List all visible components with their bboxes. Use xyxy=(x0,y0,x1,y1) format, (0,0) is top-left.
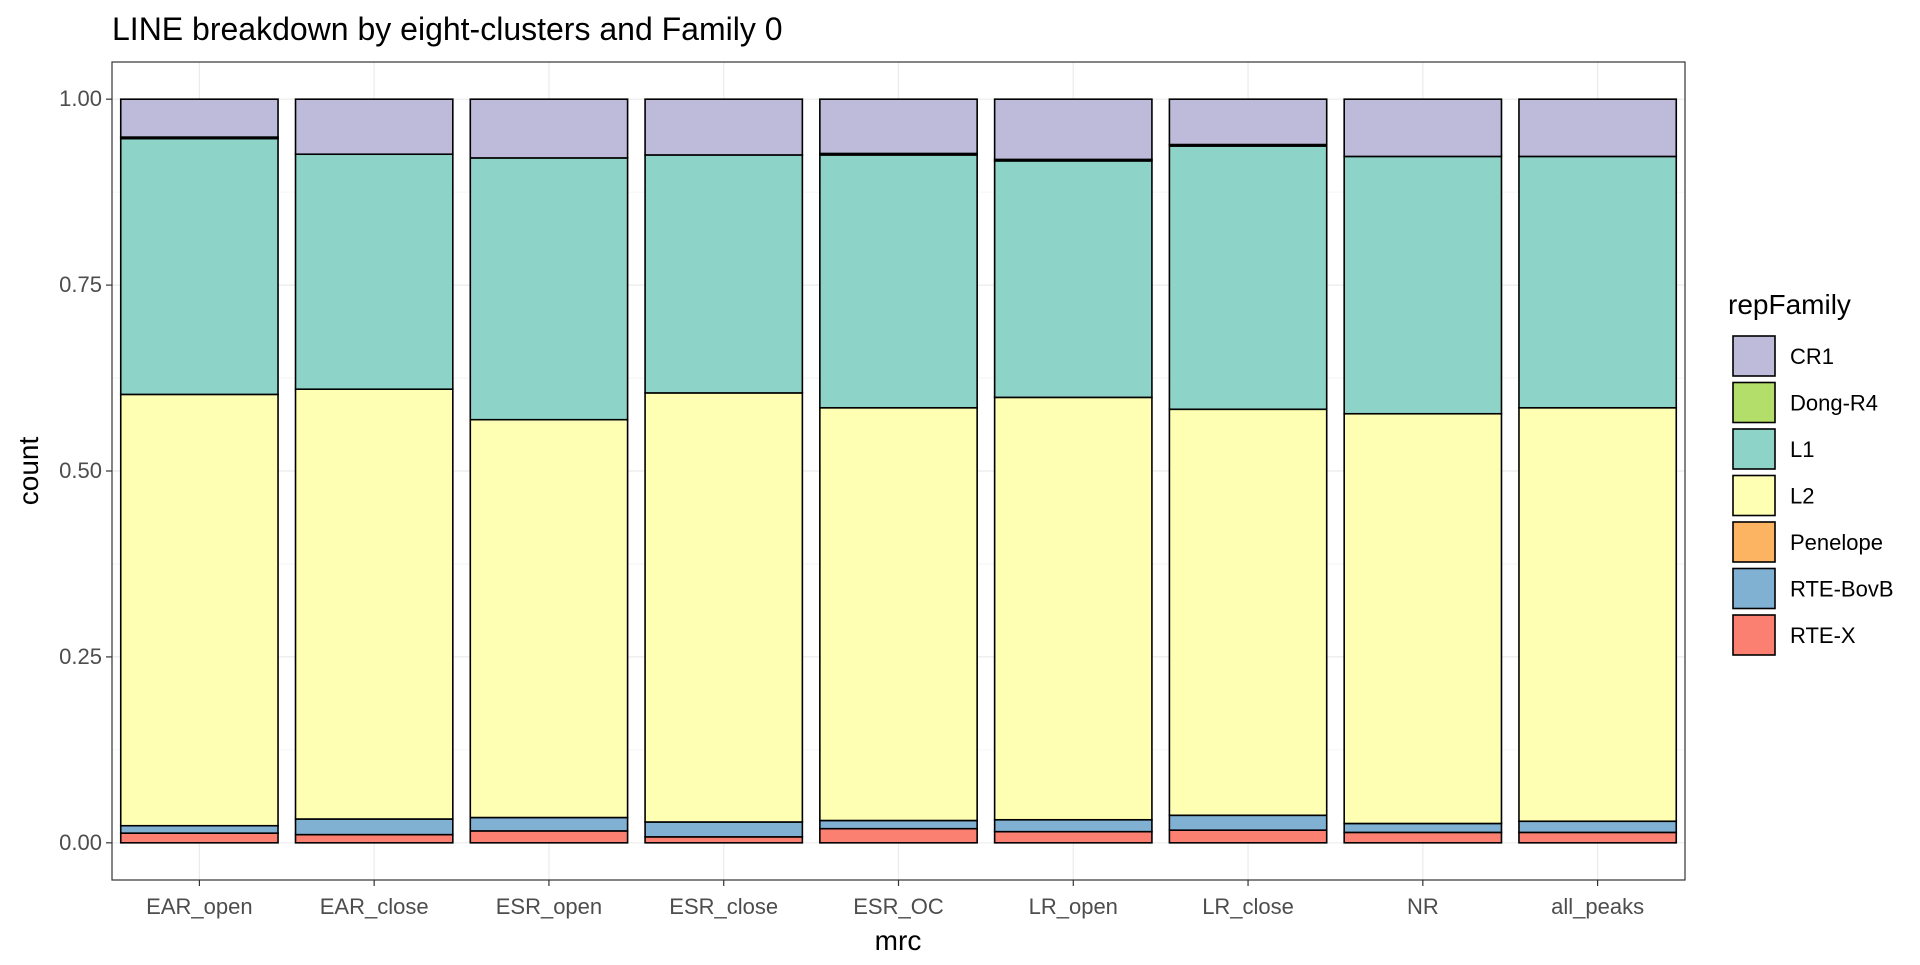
bar-segment-cr1 xyxy=(1343,98,1503,158)
bar-segment-rte-bovb xyxy=(119,824,279,834)
bar-segment-cr1 xyxy=(819,98,978,155)
bar-segment-rte-x xyxy=(469,830,629,844)
bar-segment-rte-x xyxy=(993,830,1153,844)
legend-key-cr1 xyxy=(1732,335,1776,377)
bar-segment-l1 xyxy=(1168,145,1328,411)
bar-segment-cr1 xyxy=(294,98,454,156)
bar-segment-l2 xyxy=(119,393,279,827)
legend-key-dong-r4 xyxy=(1732,381,1776,424)
bar-segment-rte-bovb xyxy=(469,816,629,832)
x-tick-label: LR_open xyxy=(1029,894,1118,919)
x-tick-label: ESR_open xyxy=(496,894,602,919)
bar-segment-rte-x xyxy=(1343,831,1503,844)
legend-title: repFamily xyxy=(1728,289,1851,320)
bar-segment-l2 xyxy=(644,392,804,823)
bar-segment-rte-bovb xyxy=(1518,820,1678,834)
legend-label: Dong-R4 xyxy=(1790,391,1878,416)
bar-segment-cr1 xyxy=(993,98,1153,161)
y-tick-label: 0.50 xyxy=(59,458,102,483)
y-tick-label: 0.25 xyxy=(59,644,102,669)
bar-segment-l2 xyxy=(294,388,454,820)
x-axis-title: mrc xyxy=(875,925,922,956)
bar-segment-cr1 xyxy=(1518,98,1678,158)
bar-segment-rte-x xyxy=(1168,829,1328,844)
x-tick-label: ESR_close xyxy=(669,894,778,919)
legend-key-rte-bovb xyxy=(1732,567,1776,610)
bar-segment-l2 xyxy=(469,418,629,819)
legend-key-rte-x xyxy=(1732,614,1776,656)
bar-segment-l1 xyxy=(1518,155,1678,409)
bar-segment-l2 xyxy=(993,396,1153,821)
legend-key-l2 xyxy=(1732,474,1776,517)
bar-segment-l2 xyxy=(819,406,978,822)
y-tick-label: 0.75 xyxy=(59,272,102,297)
legend-label: RTE-BovB xyxy=(1790,577,1894,602)
bar-segment-l1 xyxy=(294,153,454,390)
x-axis: EAR_open EAR_close ESR_open ESR_close ESR_OC… xyxy=(146,880,1644,919)
bar-segment-l1 xyxy=(469,157,629,421)
y-axis: 0.00 0.25 0.50 0.75 1.00 xyxy=(59,86,112,855)
legend-label: L2 xyxy=(1790,484,1814,509)
bar-segment-l1 xyxy=(1343,155,1503,415)
legend-label: L1 xyxy=(1790,437,1814,462)
legend-key-l1 xyxy=(1732,428,1776,470)
bar-segment-l2 xyxy=(1168,408,1328,817)
legend-key-penelope xyxy=(1732,521,1776,563)
bar-segment-cr1 xyxy=(1168,98,1328,146)
bar-segment-rte-bovb xyxy=(294,818,454,836)
bar-segment-rte-x xyxy=(1518,831,1678,844)
bar-segment-rte-bovb xyxy=(1343,822,1503,834)
x-tick-label: all_peaks xyxy=(1551,894,1644,919)
bar-segment-cr1 xyxy=(644,98,804,156)
y-tick-label: 0.00 xyxy=(59,830,102,855)
y-axis-title: count xyxy=(13,437,44,506)
legend-label: CR1 xyxy=(1790,344,1834,369)
y-tick-label: 1.00 xyxy=(59,86,102,111)
legend-label: RTE-X xyxy=(1790,623,1856,648)
bar-segment-cr1 xyxy=(469,98,629,159)
bar-segment-rte-bovb xyxy=(819,819,978,830)
bar-segment-l1 xyxy=(993,160,1153,399)
bar-segment-rte-bovb xyxy=(644,821,804,838)
bar-segment-l2 xyxy=(1518,406,1678,823)
x-tick-label: EAR_close xyxy=(320,894,429,919)
bar-segment-l1 xyxy=(819,154,978,409)
bar-segment-rte-x xyxy=(819,827,978,844)
bar-segment-rte-bovb xyxy=(1168,814,1328,831)
legend: repFamily CR1 Dong-R4 L1 L2 Penelope RTE-BovB… xyxy=(1728,289,1894,656)
x-tick-label: NR xyxy=(1407,894,1439,919)
bar-segment-cr1 xyxy=(119,98,279,138)
x-tick-label: LR_close xyxy=(1202,894,1294,919)
bar-segment-rte-x xyxy=(294,833,454,844)
x-tick-label: EAR_open xyxy=(146,894,252,919)
x-tick-label: ESR_OC xyxy=(853,894,944,919)
bar-segment-l2 xyxy=(1343,412,1503,825)
bars-group xyxy=(119,98,1678,844)
chart-title: LINE breakdown by eight-clusters and Fam… xyxy=(112,11,783,47)
bar-segment-rte-x xyxy=(644,836,804,844)
bar-segment-rte-bovb xyxy=(993,818,1153,833)
bar-segment-rte-x xyxy=(119,832,279,844)
legend-label: Penelope xyxy=(1790,530,1883,555)
bar-segment-l1 xyxy=(644,154,804,394)
bar-segment-l1 xyxy=(119,137,279,396)
